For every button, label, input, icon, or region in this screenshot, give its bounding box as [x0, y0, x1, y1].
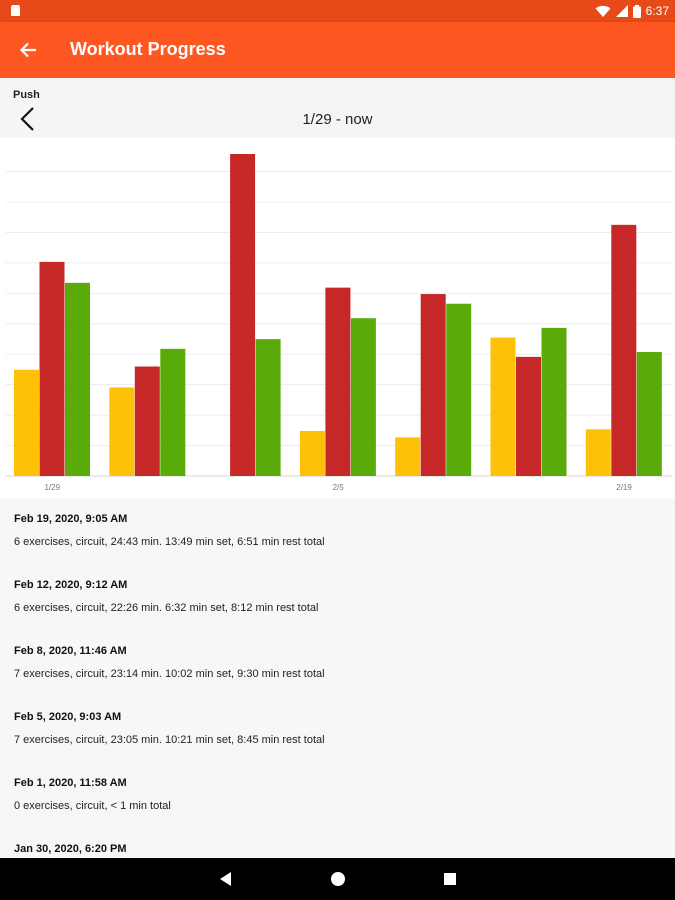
arrow-back-icon — [19, 42, 36, 58]
workout-date: Feb 8, 2020, 11:46 AM — [14, 645, 127, 657]
bar-series-1-group-5 — [395, 437, 421, 476]
bar-series-2-group-4 — [325, 287, 351, 476]
workout-date: Jan 30, 2020, 6:20 PM — [14, 843, 127, 855]
range-header: Push 1/29 - now — [0, 78, 675, 138]
workout-list-item[interactable]: Feb 12, 2020, 9:12 AM 6 exercises, circui… — [0, 564, 675, 630]
bar-series-2-group-3 — [230, 154, 256, 476]
bar-series-1-group-6 — [490, 337, 516, 476]
home-circle-icon[interactable] — [328, 869, 348, 889]
routine-label: Push — [13, 89, 40, 101]
workout-summary: 0 exercises, circuit, < 1 min total — [14, 800, 171, 812]
workout-list-item[interactable]: Feb 5, 2020, 9:03 AM 7 exercises, circuit… — [0, 696, 675, 762]
x-tick-label: 1/29 — [44, 483, 60, 492]
bar-series-1-group-2 — [109, 387, 135, 476]
bar-series-1-group-1 — [14, 369, 39, 476]
workout-list-item[interactable]: Feb 8, 2020, 11:46 AM 7 exercises, circui… — [0, 630, 675, 696]
battery-icon — [632, 4, 641, 18]
workout-summary: 6 exercises, circuit, 24:43 min. 13:49 m… — [14, 536, 325, 548]
status-time: 6:37 — [645, 4, 669, 18]
workout-date: Feb 19, 2020, 9:05 AM — [14, 513, 128, 525]
bar-series-3-group-1 — [65, 282, 90, 476]
workout-list: Feb 19, 2020, 9:05 AM 6 exercises, circui… — [0, 498, 675, 858]
previous-range-button[interactable] — [16, 106, 42, 132]
workout-summary: 7 exercises, circuit, 23:05 min. 10:21 m… — [14, 734, 325, 746]
x-tick-label: 2/19 — [616, 483, 632, 492]
notification-icon — [11, 5, 20, 16]
bar-chart: 1/29 2/5 2/19 — [6, 154, 672, 492]
workout-list-item[interactable]: Jan 30, 2020, 6:20 PM — [0, 828, 675, 858]
bar-series-3-group-6 — [541, 327, 567, 476]
workout-summary: 7 exercises, circuit, 23:14 min. 10:02 m… — [14, 668, 325, 680]
bar-series-2-group-7 — [611, 224, 637, 476]
back-triangle-icon[interactable] — [216, 869, 236, 889]
status-icons: 6:37 — [595, 2, 669, 20]
bar-series-3-group-7 — [636, 352, 662, 476]
bar-series-3-group-5 — [446, 303, 472, 476]
bar-series-3-group-2 — [160, 348, 186, 476]
bar-series-1-group-4 — [299, 430, 325, 476]
bar-series-1-group-7 — [585, 429, 611, 476]
x-tick-label: 2/5 — [333, 483, 345, 492]
workout-date: Feb 12, 2020, 9:12 AM — [14, 579, 128, 591]
workout-list-item[interactable]: Feb 19, 2020, 9:05 AM 6 exercises, circui… — [0, 498, 675, 564]
bar-series-2-group-1 — [39, 261, 65, 476]
app-bar: Workout Progress — [0, 22, 675, 78]
date-range: 1/29 - now — [302, 111, 373, 128]
bar-series-2-group-2 — [134, 366, 160, 476]
back-button[interactable] — [14, 36, 42, 64]
signal-icon — [615, 5, 628, 17]
bar-series-3-group-3 — [255, 339, 281, 476]
bar-series-2-group-5 — [420, 294, 446, 476]
chevron-left-icon — [20, 107, 34, 131]
bar-series-2-group-6 — [516, 356, 541, 476]
status-bar: 6:37 — [0, 0, 675, 22]
workout-list-item[interactable]: Feb 1, 2020, 11:58 AM 0 exercises, circui… — [0, 762, 675, 828]
bar-series-3-group-4 — [350, 318, 376, 476]
workout-date: Feb 1, 2020, 11:58 AM — [14, 777, 127, 789]
wifi-icon — [595, 5, 611, 17]
navigation-bar — [0, 858, 675, 900]
recents-square-icon[interactable] — [440, 869, 460, 889]
progress-chart: 1/29 2/5 2/19 — [0, 138, 675, 498]
workout-summary: 6 exercises, circuit, 22:26 min. 6:32 mi… — [14, 602, 319, 614]
page-title: Workout Progress — [70, 39, 226, 59]
workout-date: Feb 5, 2020, 9:03 AM — [14, 711, 122, 723]
